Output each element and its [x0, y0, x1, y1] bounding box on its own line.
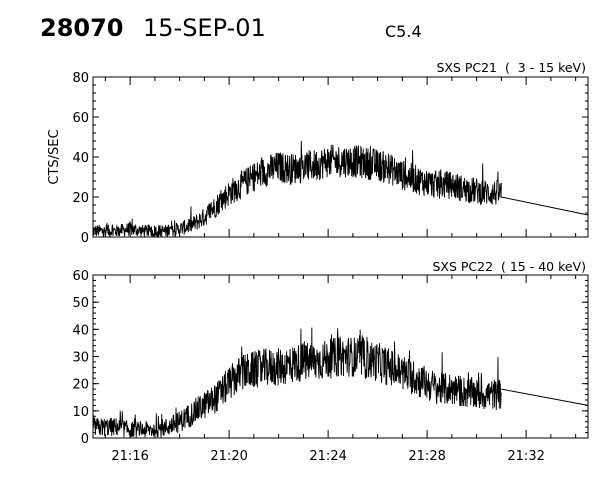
- panel-top: SXS PC21 ( 3 - 15 keV) CTS/SEC 0 20 40 60 80: [47, 60, 589, 246]
- event-date: 15-SEP-01: [143, 14, 266, 42]
- panel-top-ytick-label: 60: [72, 111, 89, 126]
- flare-class: C5.4: [385, 22, 422, 41]
- panel-bottom-ytick-label: 0: [81, 432, 89, 447]
- panel-top-ytick-label: 20: [72, 191, 89, 206]
- panel-bottom-lightcurve: [92, 327, 502, 438]
- panel-top-ytick-label: 80: [72, 71, 89, 86]
- panel-bottom-ytick-label: 50: [72, 296, 89, 311]
- panel-bottom-ytick-label: 40: [72, 323, 89, 338]
- panel-bottom-ytick-label: 20: [72, 378, 89, 393]
- panel-top-ylabel: CTS/SEC: [47, 129, 62, 184]
- panel-bottom-xtick-label: 21:28: [408, 449, 445, 464]
- panel-bottom-ytick-label: 10: [72, 405, 89, 420]
- panel-bottom-xtick-label: 21:16: [111, 449, 148, 464]
- panel-bottom-xtick-label: 21:20: [210, 449, 247, 464]
- panel-top-lightcurve: [92, 140, 502, 239]
- panel-top-extrapolation-line: [501, 196, 589, 216]
- panel-bottom-ytick-label: 60: [72, 269, 89, 284]
- panel-bottom-title: SXS PC22 ( 15 - 40 keV): [432, 259, 586, 274]
- panel-top-frame: [92, 76, 589, 238]
- panel-top-title: SXS PC21 ( 3 - 15 keV): [436, 60, 586, 75]
- panel-bottom-ytick-label: 30: [72, 351, 89, 366]
- panel-bottom: SXS PC22 ( 15 - 40 keV) 0 10 20 30 40 50 60 21:…: [72, 259, 589, 464]
- panel-top-ytick-label: 0: [81, 231, 89, 246]
- event-number: 28070: [40, 14, 124, 42]
- panel-top-ytick-label: 40: [72, 151, 89, 166]
- panel-bottom-extrapolation-line: [501, 388, 589, 406]
- panel-bottom-xtick-label: 21:32: [507, 449, 544, 464]
- panel-bottom-xtick-label: 21:24: [309, 449, 346, 464]
